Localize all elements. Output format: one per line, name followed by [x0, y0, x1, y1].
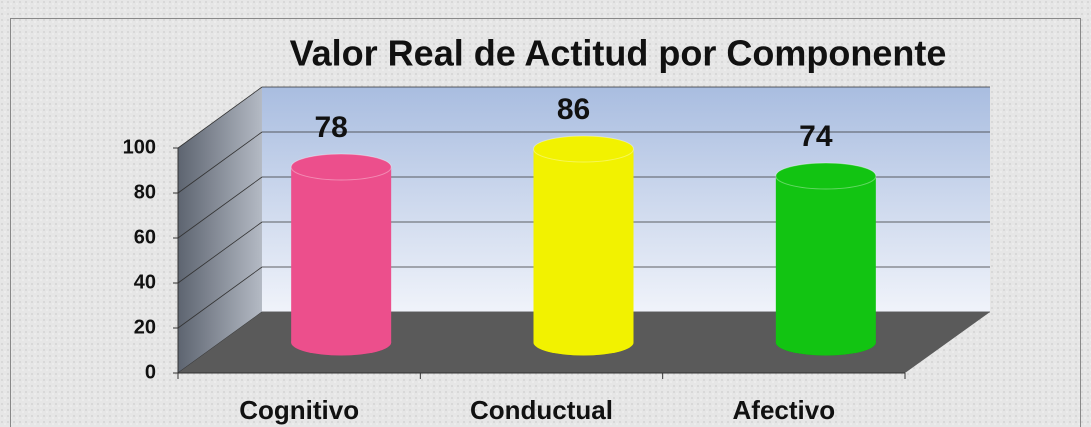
- bar-top: [775, 162, 877, 190]
- chart-title: Valor Real de Actitud por Componente: [290, 33, 947, 74]
- bar-bottom-edge: [533, 329, 634, 356]
- x-tick-label: Conductual: [470, 395, 613, 425]
- bar: [533, 149, 634, 343]
- data-label: 74: [799, 120, 833, 153]
- grid-line: [177, 221, 263, 284]
- bar-bottom-edge: [291, 329, 392, 356]
- grid-line: [177, 131, 263, 194]
- bar: [775, 176, 876, 343]
- grid-line: [177, 176, 263, 239]
- data-label: 86: [557, 93, 590, 126]
- bar-top: [290, 153, 392, 181]
- y-tick-label: 40: [134, 271, 156, 293]
- chart-frame: [10, 18, 1081, 427]
- side-wall: [178, 87, 262, 373]
- grid-line: [177, 86, 263, 149]
- data-label: 78: [314, 111, 347, 144]
- y-tick-label: 60: [134, 226, 156, 248]
- y-tick-label: 80: [134, 181, 156, 203]
- y-tick-label: 20: [134, 316, 156, 338]
- y-tick-label: 0: [145, 361, 156, 383]
- bar: [291, 167, 392, 343]
- y-tick-label: 100: [123, 136, 156, 158]
- grid-line: [177, 266, 263, 329]
- bar-bottom-edge: [775, 329, 876, 356]
- x-tick-label: Afectivo: [733, 395, 836, 425]
- bar-top: [533, 135, 634, 163]
- x-tick-label: Cognitivo: [239, 395, 359, 425]
